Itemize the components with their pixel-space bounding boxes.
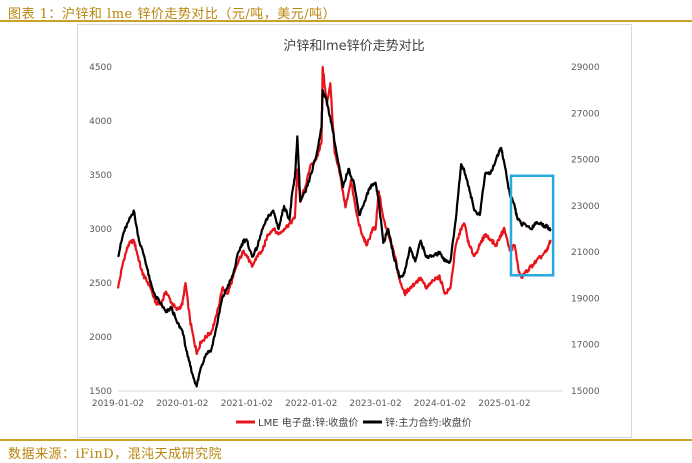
x-tick-label: 2019-01-02 (92, 399, 144, 409)
x-axis: 2019-01-02 2020-01-02 2021-01-02 2022-01-02… (92, 399, 531, 409)
legend-label-shfe: 锌:主力合约:收盘价 (385, 416, 472, 429)
source-rule (0, 439, 692, 441)
series-line-shfe (117, 89, 552, 388)
legend: LME 电子盘:锌:收盘价 锌:主力合约:收盘价 (236, 416, 472, 429)
left-tick-label: 4500 (89, 63, 112, 73)
right-tick-label: 23000 (571, 202, 600, 212)
x-tick-label: 2021-01-02 (221, 399, 273, 409)
right-tick-label: 29000 (571, 63, 600, 73)
left-tick-label: 4000 (89, 117, 112, 127)
series-line-lme (116, 65, 552, 356)
x-tick-label: 2022-01-02 (285, 399, 337, 409)
right-tick-label: 21000 (571, 248, 600, 258)
right-tick-label: 17000 (571, 341, 600, 351)
x-tick-label: 2023-01-02 (349, 399, 401, 409)
chart-frame: 沪锌和lme锌价走势对比 1500 2000 2500 3000 3500 4000 450… (77, 24, 632, 438)
left-axis: 1500 2000 2500 3000 3500 4000 4500 (89, 63, 112, 397)
legend-label-lme: LME 电子盘:锌:收盘价 (258, 416, 358, 429)
x-tick-label: 2025-01-02 (478, 399, 530, 409)
right-tick-label: 19000 (571, 294, 600, 304)
figure-caption: 图表 1：沪锌和 lme 锌价走势对比（元/吨，美元/吨） (8, 7, 337, 22)
left-tick-label: 2500 (89, 279, 112, 289)
caption-rule (0, 20, 692, 22)
chart-title: 沪锌和lme锌价走势对比 (283, 38, 424, 54)
highlight-box (509, 174, 555, 277)
left-tick-label: 2000 (89, 333, 112, 343)
series-layer (116, 65, 552, 388)
line-chart: 沪锌和lme锌价走势对比 1500 2000 2500 3000 3500 4000 450… (89, 38, 600, 429)
right-tick-label: 25000 (571, 156, 600, 166)
x-tick-label: 2020-01-02 (156, 399, 208, 409)
right-tick-label: 27000 (571, 109, 600, 119)
x-tick-label: 2024-01-02 (414, 399, 466, 409)
right-tick-label: 15000 (571, 387, 600, 397)
left-tick-label: 3500 (89, 171, 112, 181)
data-source: 数据来源：iFinD，混沌天成研究院 (8, 447, 223, 462)
left-tick-label: 3000 (89, 225, 112, 235)
left-tick-label: 1500 (89, 387, 112, 397)
right-axis: 15000 17000 19000 21000 23000 25000 27000 29000 (571, 63, 600, 397)
